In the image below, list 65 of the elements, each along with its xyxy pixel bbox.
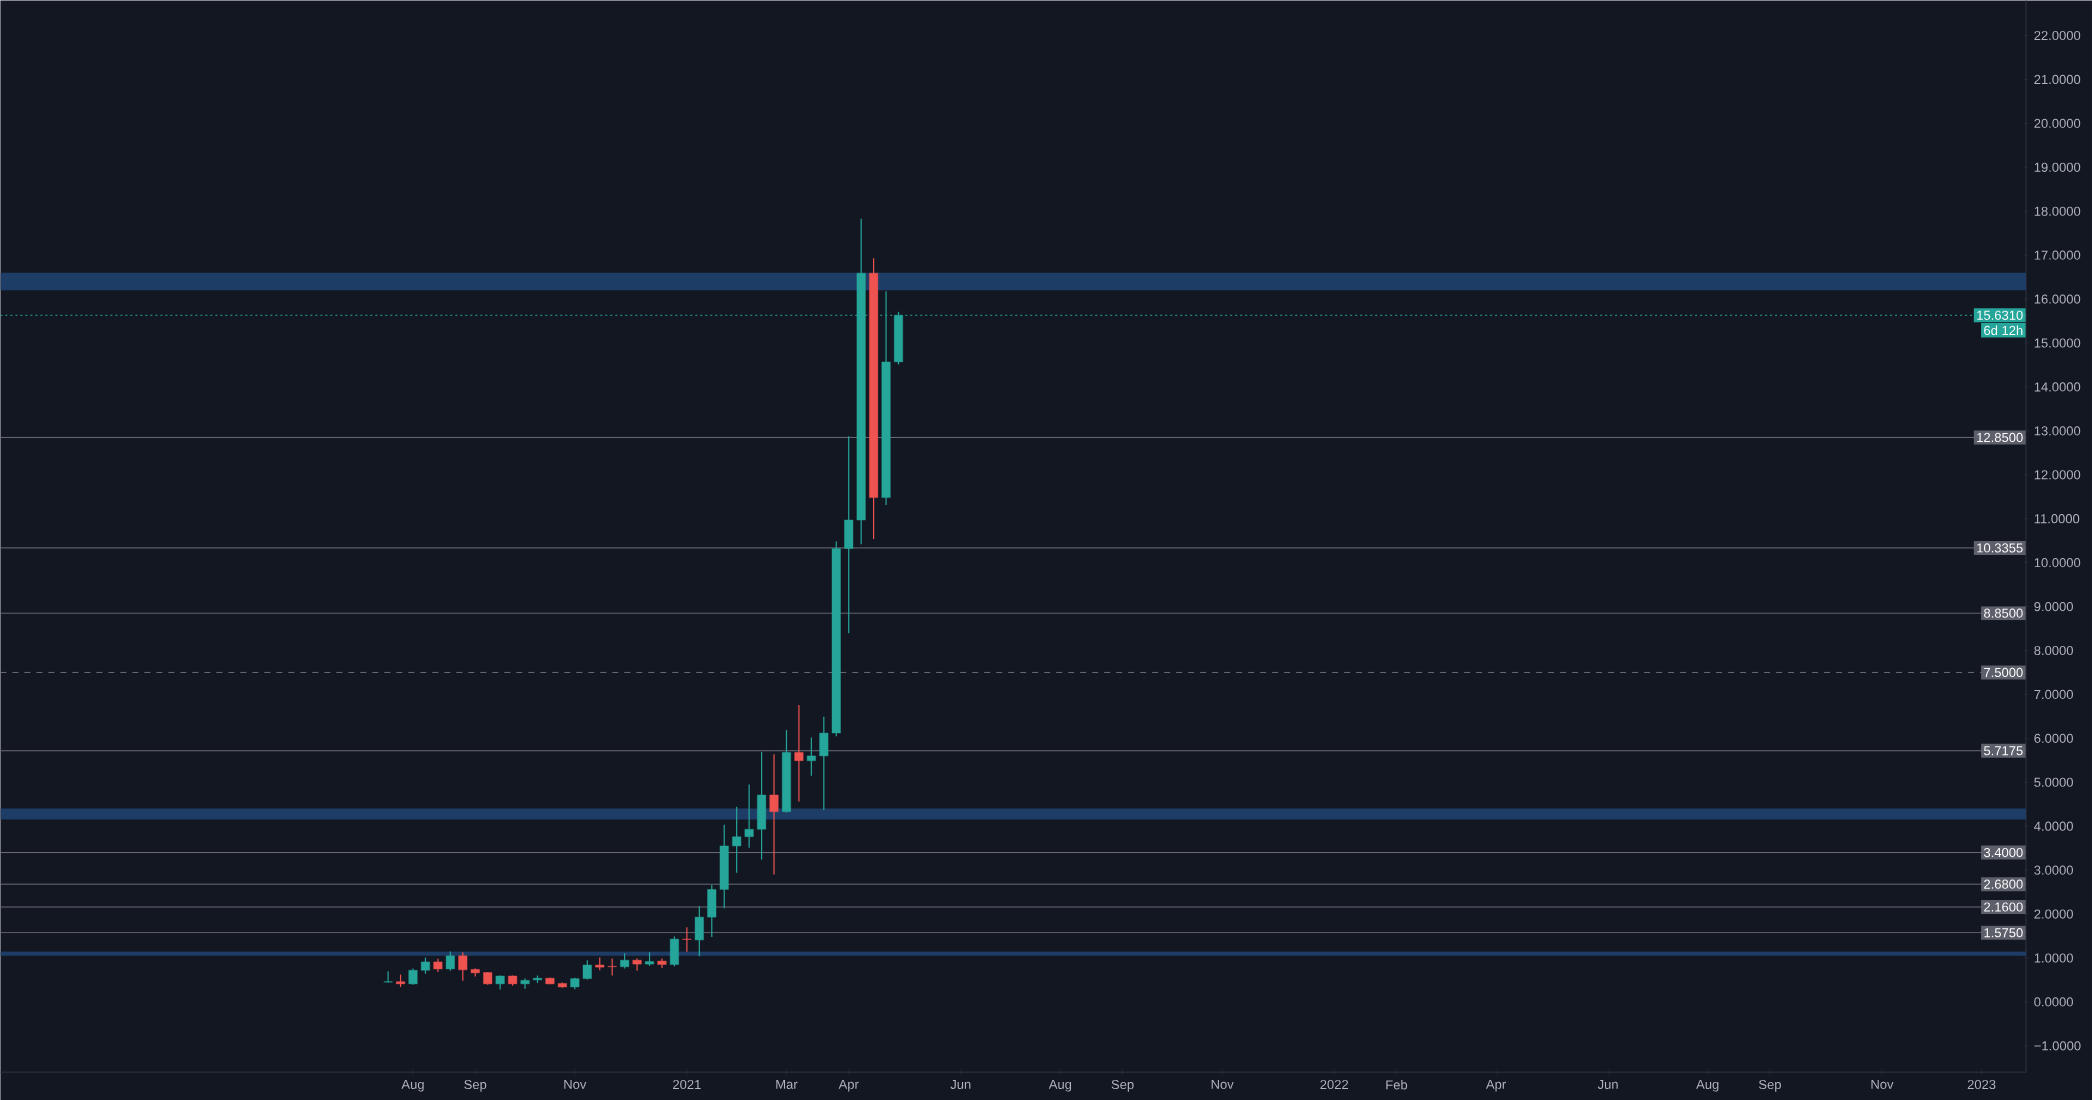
x-tick-label: Aug	[1696, 1079, 1719, 1092]
y-tick-label: 5.0000	[2034, 777, 2073, 787]
y-tick-label: 6.0000	[2034, 733, 2073, 743]
y-tick-label: 10.0000	[2034, 557, 2081, 568]
y-tick-label: −1.0000	[2034, 1041, 2081, 1051]
x-tick-label: 2022	[1320, 1079, 1348, 1090]
x-tick-label: Apr	[838, 1079, 859, 1092]
y-tick-label: 11.0000	[2034, 514, 2080, 524]
candlestick	[694, 905, 704, 957]
ref-line-label: 15.6310	[1977, 310, 2023, 320]
x-tick-label: Jun	[1597, 1079, 1618, 1089]
y-tick-label: 14.0000	[2034, 382, 2081, 392]
y-tick-label: 7.0000	[2034, 689, 2073, 699]
ref-line-label: 2.6800	[1984, 879, 2023, 889]
ref-line-label: 7.5000	[1984, 667, 2023, 677]
y-tick-label: 1.0000	[2034, 953, 2073, 963]
y-tick-label: 0.0000	[2034, 997, 2073, 1007]
x-tick-label: Sep	[464, 1079, 487, 1092]
candlestick	[744, 783, 754, 849]
candlestick	[445, 950, 455, 972]
y-tick-label: 4.0000	[2034, 821, 2073, 831]
x-tick-label: Mar	[776, 1079, 798, 1089]
y-tick-label: 2.0000	[2034, 909, 2073, 919]
x-tick-label: Feb	[1386, 1079, 1408, 1090]
x-tick-label: Nov	[1211, 1079, 1234, 1089]
y-tick-label: 17.0000	[2034, 250, 2081, 260]
x-tick-label: 2021	[673, 1079, 701, 1090]
candlestick	[682, 926, 692, 953]
candlestick	[732, 806, 742, 874]
candlestick	[794, 704, 804, 803]
x-tick-label: Aug	[401, 1079, 424, 1092]
ref-line-label: 12.8500	[1977, 432, 2023, 442]
x-tick-label: 2023	[1967, 1079, 1996, 1090]
candlestick	[769, 753, 779, 876]
x-tick-label: Sep	[1758, 1079, 1781, 1092]
x-tick-label: Apr	[1485, 1079, 1506, 1092]
ref-line-label: 3.4000	[1983, 847, 2023, 858]
x-tick-label: Jun	[950, 1079, 971, 1089]
y-tick-label: 3.0000	[2034, 865, 2073, 875]
candlestick	[632, 957, 642, 972]
y-tick-label: 8.0000	[2034, 645, 2073, 656]
ref-line-label: 1.5750	[1984, 928, 2023, 938]
candlestick	[383, 970, 393, 984]
y-tick-label: 12.0000	[2034, 470, 2081, 480]
ref-line-label: 8.8500	[1984, 608, 2023, 618]
y-tick-label: 13.0000	[2034, 426, 2081, 436]
y-tick-label: 18.0000	[2034, 206, 2081, 216]
ref-line-label: 2.1600	[1984, 902, 2023, 912]
candlestick	[819, 716, 829, 811]
candlestick	[806, 736, 816, 777]
x-tick-label: Sep	[1111, 1079, 1134, 1092]
y-tick-label: 19.0000	[2034, 162, 2081, 172]
y-tick-label: 20.0000	[2034, 118, 2081, 128]
x-tick-label: Nov	[564, 1079, 587, 1089]
ref-line-label: 10.3355	[1977, 543, 2023, 553]
y-tick-label: 9.0000	[2034, 601, 2073, 612]
y-tick-label: 15.0000	[2034, 338, 2081, 348]
ref-line-label: 5.7175	[1984, 746, 2023, 756]
candlestick	[458, 951, 468, 982]
annotation: 6d 12h	[1984, 325, 2023, 335]
y-tick-label: 22.0000	[2034, 30, 2081, 41]
y-tick-label: 16.0000	[2034, 294, 2081, 304]
x-tick-label: Nov	[1871, 1079, 1894, 1089]
x-tick-label: Aug	[1048, 1079, 1072, 1092]
y-tick-label: 21.0000	[2034, 74, 2081, 84]
